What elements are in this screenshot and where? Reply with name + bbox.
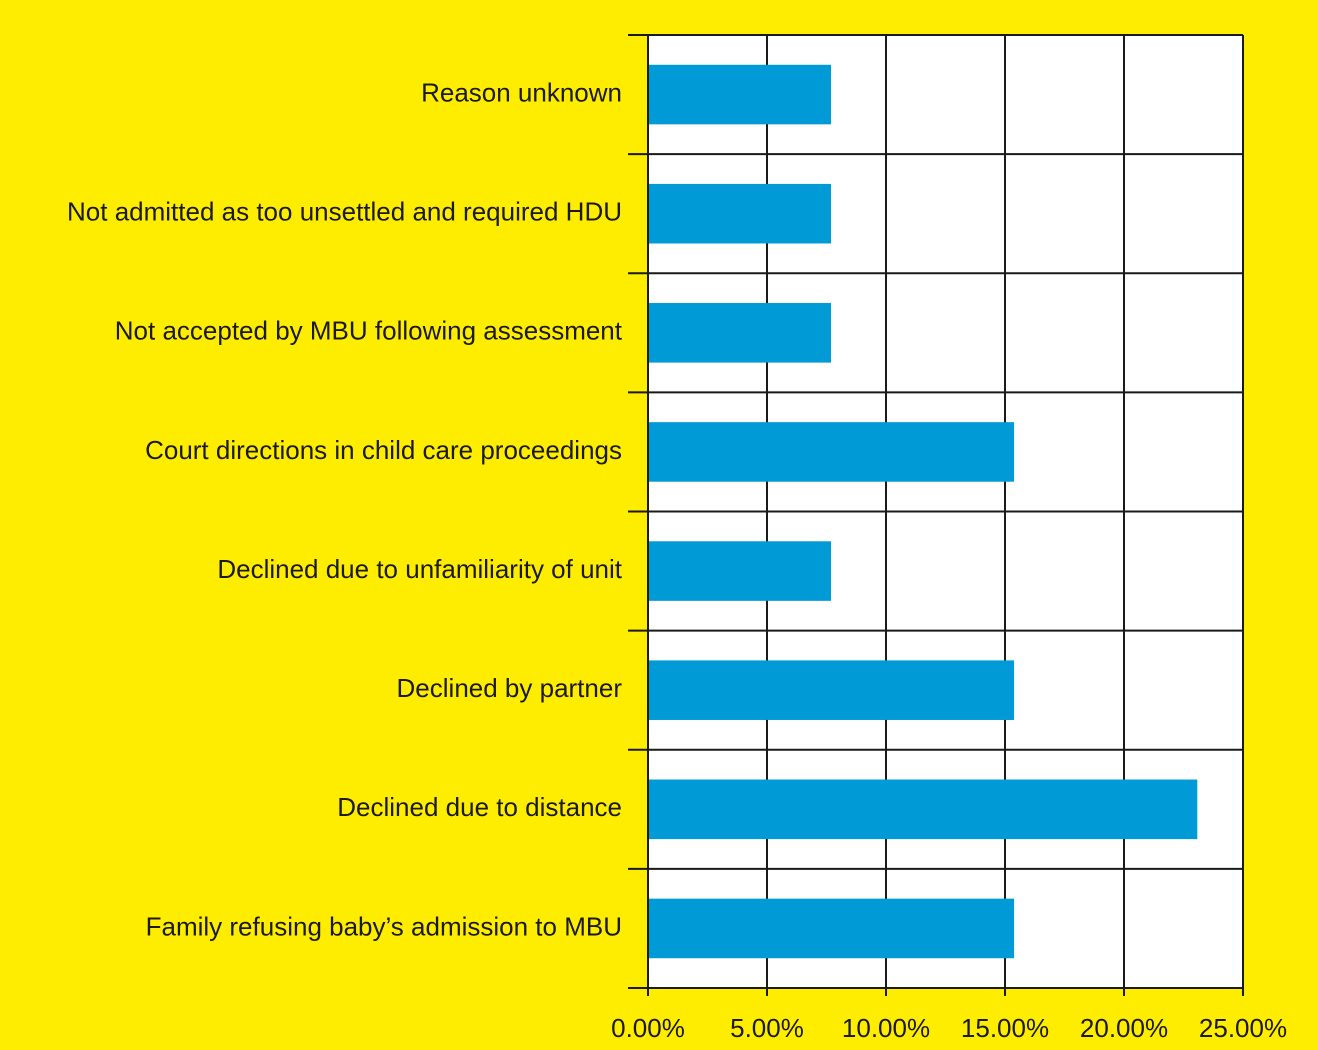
y-tick-label: Declined by partner bbox=[397, 673, 623, 703]
bar bbox=[648, 898, 1015, 959]
x-tick-label: 0.00% bbox=[611, 1013, 685, 1043]
x-tick-label: 15.00% bbox=[961, 1013, 1049, 1043]
x-tick-label: 25.00% bbox=[1199, 1013, 1287, 1043]
x-tick-label: 20.00% bbox=[1080, 1013, 1168, 1043]
bar bbox=[648, 64, 832, 125]
bar bbox=[648, 422, 1015, 482]
y-tick-label: Family refusing baby’s admission to MBU bbox=[146, 911, 622, 941]
y-tick-label: Not admitted as too unsettled and requir… bbox=[67, 197, 622, 227]
y-tick-label: Declined due to distance bbox=[337, 792, 622, 822]
y-tick-label: Declined due to unfamiliarity of unit bbox=[217, 554, 622, 584]
x-tick-label: 5.00% bbox=[730, 1013, 804, 1043]
y-tick-label: Not accepted by MBU following assessment bbox=[115, 316, 623, 346]
bar bbox=[648, 303, 832, 363]
x-tick-label: 10.00% bbox=[842, 1013, 930, 1043]
bar bbox=[648, 183, 832, 244]
y-tick-label: Court directions in child care proceedin… bbox=[145, 435, 622, 465]
y-tick-label: Reason unknown bbox=[421, 77, 622, 107]
bar bbox=[648, 779, 1198, 840]
bar bbox=[648, 541, 832, 601]
bar bbox=[648, 660, 1015, 720]
